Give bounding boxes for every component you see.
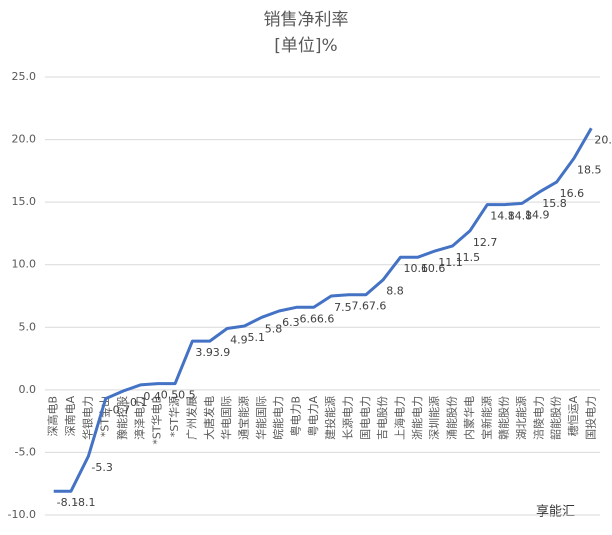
data-label: -5.3	[91, 461, 112, 474]
x-tick-label: 涪陵电力	[531, 396, 545, 440]
data-label: -0.7	[109, 404, 130, 417]
data-label: 16.6	[560, 187, 585, 200]
x-tick-label: *ST金山	[98, 396, 112, 437]
data-label: 15.8	[542, 197, 567, 210]
data-label: 11.5	[456, 251, 481, 264]
x-tick-label: 涌能股份	[445, 396, 459, 440]
x-tick-label: 吉电股份	[376, 396, 389, 440]
y-tick-label: 20.0	[12, 133, 37, 146]
data-label: 0.4	[143, 390, 161, 403]
data-label: 3.9	[195, 346, 213, 359]
data-label: 6.6	[317, 312, 335, 325]
x-tick-label: 粤电力B	[289, 396, 303, 437]
data-label: 20.9	[594, 133, 612, 146]
x-tick-label: 大唐发电	[202, 396, 216, 440]
data-label: 7.5	[334, 301, 352, 314]
data-label: 14.8	[490, 210, 515, 223]
data-label: -8.1	[57, 496, 78, 509]
x-tick-label: 漳泽电力	[132, 396, 146, 440]
x-tick-label: *ST华电B	[150, 396, 164, 445]
y-tick-label: 25.0	[12, 70, 37, 83]
data-label: 5.8	[265, 322, 283, 335]
data-label: -0.1	[126, 396, 147, 409]
y-tick-label: 10.0	[12, 258, 37, 271]
x-tick-label: 国电电力	[359, 396, 372, 440]
x-tick-label: 华电国际	[219, 396, 233, 440]
y-tick-label: -5.0	[15, 445, 36, 458]
data-label: 11.1	[438, 256, 463, 269]
x-tick-label: 通宝能源	[237, 396, 251, 440]
data-label: 6.3	[282, 316, 300, 329]
data-line	[53, 127, 593, 493]
data-label: 5.1	[247, 331, 265, 344]
x-tick-label: 建投能源	[323, 396, 337, 440]
x-tick-label: 深高电B	[46, 396, 60, 437]
x-tick-label: 长源电力	[341, 396, 355, 440]
x-tick-label: 豫能控股	[115, 396, 129, 440]
x-tick-label: 上海电力	[393, 396, 407, 440]
x-tick-label: 浙能电力	[410, 396, 424, 440]
watermark: 享能汇	[536, 504, 575, 520]
data-label: 8.8	[386, 285, 404, 298]
data-label: 14.9	[525, 208, 550, 221]
x-tick-label: 广州发展	[184, 396, 198, 440]
x-tick-label: 宝新能源	[479, 396, 493, 440]
x-tick-label: 穗恒运A	[567, 395, 580, 436]
data-label: 18.5	[577, 163, 602, 176]
y-tick-label: -10.0	[8, 508, 36, 521]
data-label: 7.6	[369, 300, 387, 313]
data-label: 14.8	[508, 210, 533, 223]
data-label: 12.7	[473, 236, 498, 249]
x-tick-label: 粤电力A	[306, 395, 320, 436]
chart-title: 销售净利率	[264, 10, 349, 30]
x-tick-label: 内蒙华电	[462, 396, 476, 440]
data-label: 6.6	[299, 312, 317, 325]
x-tick-label: 深南电A	[64, 395, 77, 436]
x-tick-label: 韶能股份	[549, 396, 563, 440]
data-label: -8.1	[74, 496, 95, 509]
y-tick-label: 0.0	[19, 383, 37, 396]
x-tick-label: *ST华源	[167, 396, 181, 437]
y-tick-label: 15.0	[12, 195, 37, 208]
data-label: 3.9	[213, 346, 231, 359]
data-label: 0.5	[178, 389, 196, 402]
data-label: 7.6	[352, 300, 370, 313]
x-tick-label: 华能国际	[254, 396, 268, 440]
x-tick-label: 赣能股份	[497, 396, 511, 440]
y-tick-label: 5.0	[19, 320, 37, 333]
x-tick-label: 深圳能源	[427, 396, 441, 440]
data-label: 10.6	[404, 262, 429, 275]
x-tick-label: 皖能电力	[271, 396, 285, 440]
x-tick-label: 华银电力	[80, 396, 94, 440]
chart-subtitle: [单位]%	[274, 36, 337, 56]
x-tick-label: 湖北能源	[514, 396, 528, 440]
data-label: 4.9	[230, 334, 248, 347]
data-label: 0.5	[161, 389, 179, 402]
data-label: 10.6	[421, 262, 446, 275]
x-tick-label: 国投电力	[583, 396, 597, 440]
